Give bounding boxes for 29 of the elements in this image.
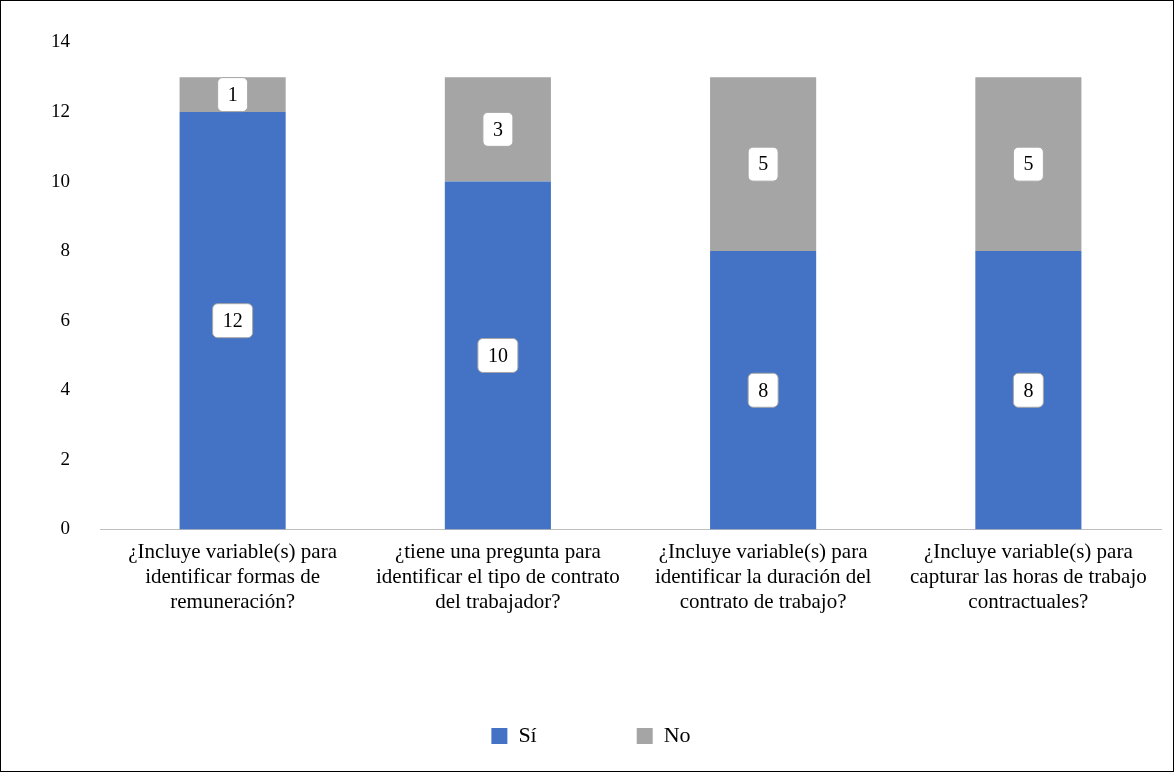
y-tick-label: 10 [51,169,70,191]
x-tick-label: ¿Incluye variable(s) para identificar formas de remuneración? [128,538,338,613]
bar [975,251,1082,530]
bar [179,111,286,530]
data-label: 5 [1023,152,1034,175]
y-tick-label: 6 [60,308,70,330]
y-tick-label: 8 [60,239,70,261]
data-label: 3 [492,117,503,140]
data-label: 8 [1023,378,1034,401]
bar [444,181,551,530]
y-tick-label: 4 [60,378,71,400]
bar [975,77,1082,252]
y-tick-label: 0 [60,517,70,539]
data-label: 8 [758,378,769,401]
data-label: 5 [758,152,769,175]
bar [710,77,817,252]
legend-label: Sí [518,721,537,747]
legend-label: No [663,721,691,747]
data-label: 12 [222,308,243,331]
y-tick-label: 2 [60,447,70,469]
bar [710,251,817,530]
x-tick-label: ¿tiene una pregunta para identificar el tipo de contrato del trabajador? [376,538,620,613]
y-tick-label: 12 [51,99,70,121]
x-tick-label: ¿Incluye variable(s) para capturar las horas de trabajo contractuales? [910,538,1147,613]
y-tick-label: 14 [51,30,71,52]
x-tick-label: ¿Incluye variable(s) para identificar la duración del contrato de trabajo? [654,538,872,613]
data-label: 10 [487,343,508,366]
bar [444,77,551,182]
data-label: 1 [227,82,238,105]
